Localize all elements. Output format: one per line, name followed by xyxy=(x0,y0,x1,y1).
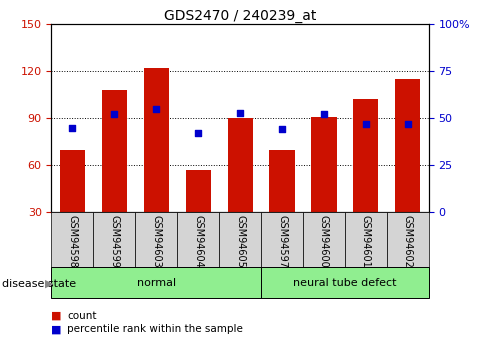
Text: GSM94598: GSM94598 xyxy=(68,215,77,268)
Bar xyxy=(387,212,429,267)
Point xyxy=(404,121,412,127)
Bar xyxy=(135,212,177,267)
Text: ■: ■ xyxy=(51,311,62,321)
Bar xyxy=(261,267,429,298)
Text: GSM94597: GSM94597 xyxy=(277,215,287,268)
Text: ■: ■ xyxy=(51,325,62,334)
Point xyxy=(278,127,286,132)
Text: GSM94604: GSM94604 xyxy=(193,215,203,268)
Bar xyxy=(102,90,127,212)
Point xyxy=(110,112,118,117)
Bar xyxy=(51,212,94,267)
Bar xyxy=(219,212,261,267)
Text: GSM94600: GSM94600 xyxy=(319,215,329,268)
Text: neural tube defect: neural tube defect xyxy=(293,278,397,288)
Title: GDS2470 / 240239_at: GDS2470 / 240239_at xyxy=(164,9,316,23)
Bar xyxy=(303,212,345,267)
Point xyxy=(194,130,202,136)
Bar xyxy=(395,79,420,212)
Point xyxy=(362,121,370,127)
Bar xyxy=(94,212,135,267)
Text: GSM94603: GSM94603 xyxy=(151,215,161,268)
Text: disease state: disease state xyxy=(2,279,76,288)
Point xyxy=(152,106,160,111)
Bar xyxy=(177,212,219,267)
Bar xyxy=(60,149,85,212)
Point xyxy=(236,110,244,115)
Point xyxy=(320,112,328,117)
Text: count: count xyxy=(67,311,97,321)
Bar xyxy=(51,267,261,298)
Text: GSM94602: GSM94602 xyxy=(403,215,413,268)
Text: percentile rank within the sample: percentile rank within the sample xyxy=(67,325,243,334)
Text: ▶: ▶ xyxy=(45,279,53,288)
Bar xyxy=(186,170,211,212)
Bar xyxy=(261,212,303,267)
Bar xyxy=(270,149,294,212)
Bar xyxy=(227,118,253,212)
Bar xyxy=(353,99,378,212)
Bar xyxy=(345,212,387,267)
Text: GSM94601: GSM94601 xyxy=(361,215,371,268)
Text: GSM94599: GSM94599 xyxy=(109,215,120,268)
Text: GSM94605: GSM94605 xyxy=(235,215,245,268)
Bar xyxy=(144,68,169,212)
Bar xyxy=(311,117,337,212)
Point xyxy=(69,125,76,130)
Text: normal: normal xyxy=(137,278,176,288)
